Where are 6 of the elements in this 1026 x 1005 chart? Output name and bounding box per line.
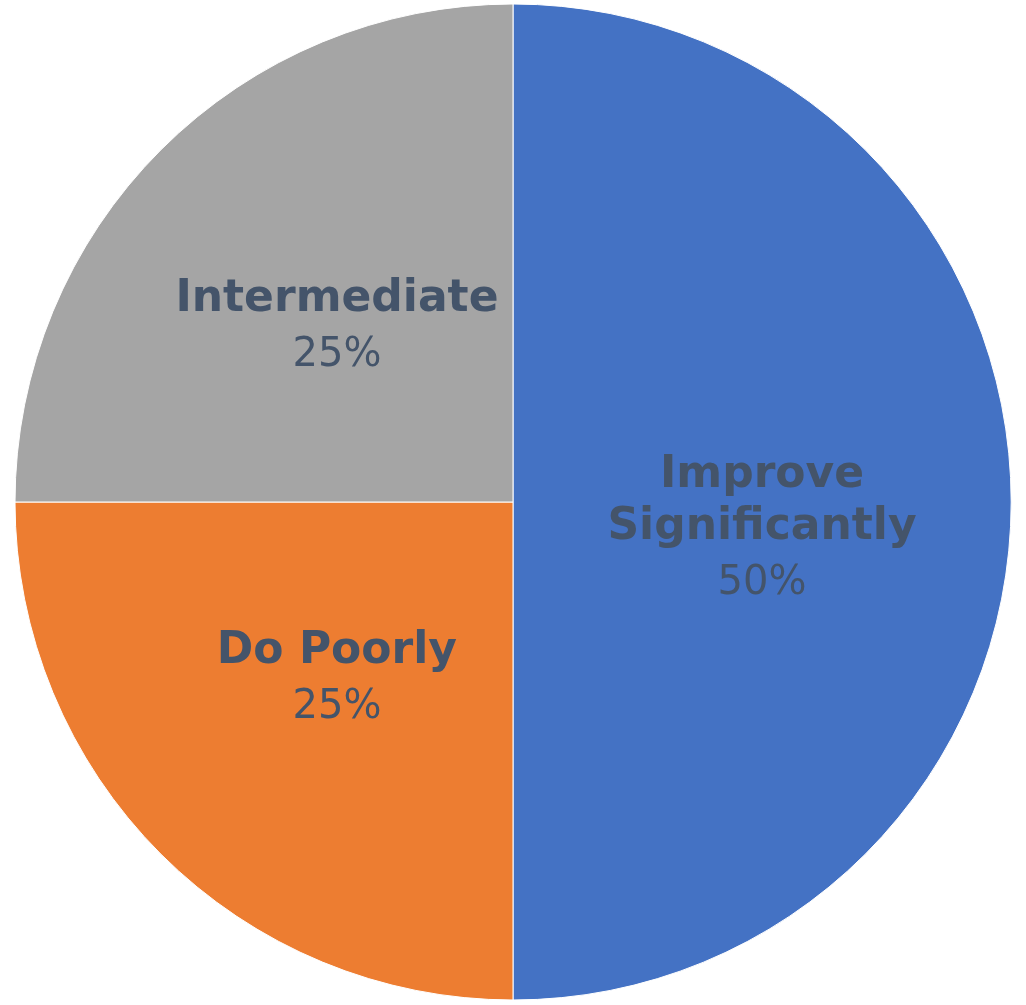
data-label: 25% <box>292 328 382 375</box>
data-label: 50% <box>717 557 807 603</box>
data-label: 25% <box>292 681 382 728</box>
slice-label: Intermediate <box>175 269 499 321</box>
slice-label: Do Poorly <box>216 622 458 674</box>
slice-label: Improve Significantly <box>607 446 917 549</box>
